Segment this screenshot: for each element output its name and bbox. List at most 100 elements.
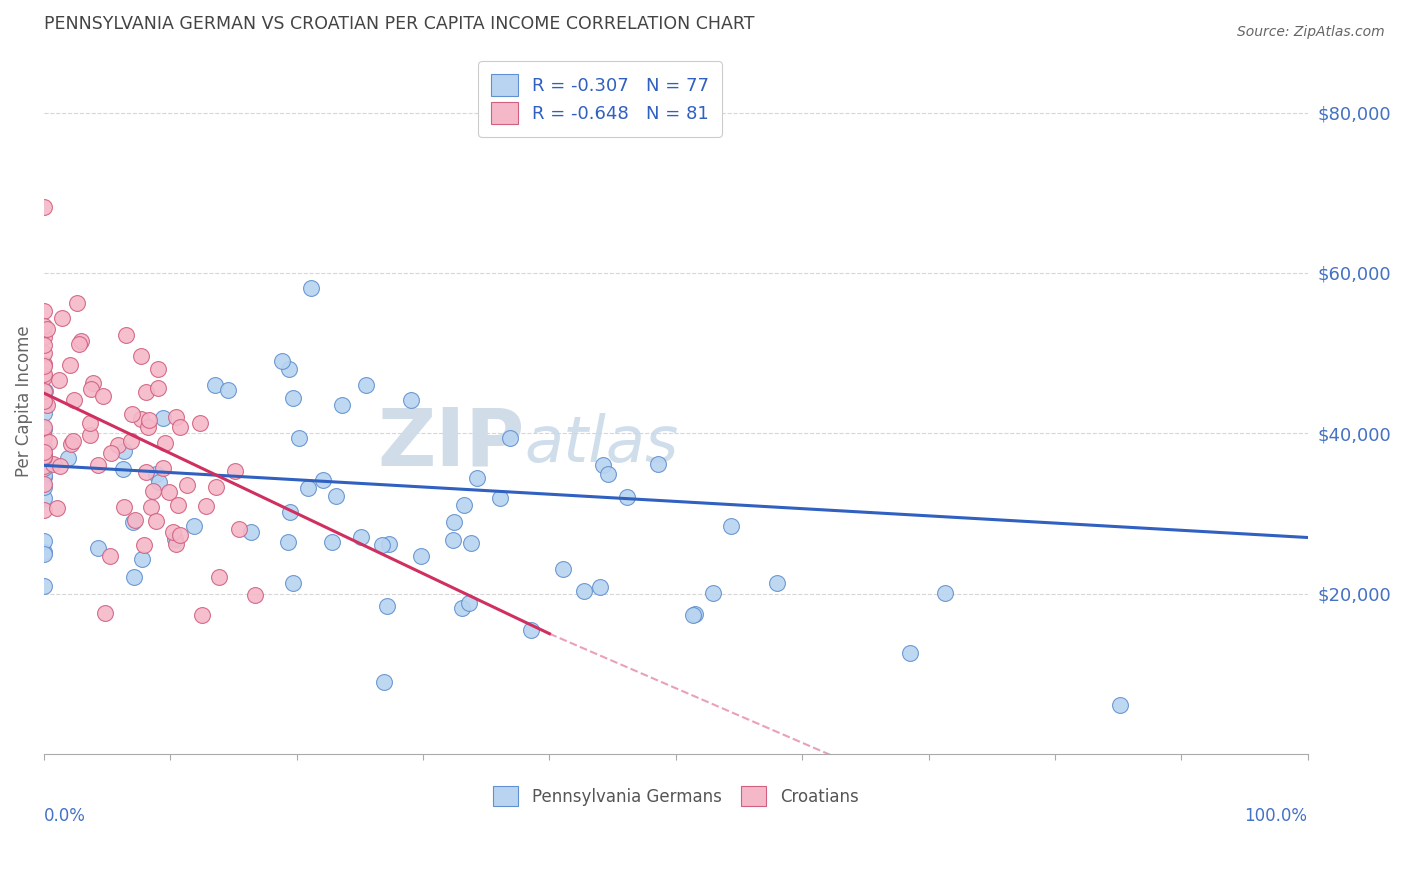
Point xyxy=(1109,698,1132,712)
Point xyxy=(32,430,55,444)
Text: atlas: atlas xyxy=(524,412,679,475)
Point xyxy=(934,585,956,599)
Point xyxy=(37,322,59,336)
Point xyxy=(460,535,482,549)
Point xyxy=(32,448,55,462)
Point xyxy=(288,431,311,445)
Point xyxy=(350,530,373,544)
Point xyxy=(32,200,55,214)
Point xyxy=(148,361,170,376)
Point xyxy=(378,537,401,551)
Point xyxy=(325,489,347,503)
Point xyxy=(32,330,55,344)
Point xyxy=(683,607,706,621)
Point xyxy=(277,362,299,376)
Point xyxy=(32,458,55,473)
Point xyxy=(32,422,55,436)
Point xyxy=(702,586,724,600)
Point xyxy=(277,535,299,549)
Point xyxy=(32,470,55,484)
Point xyxy=(32,480,55,494)
Text: Source: ZipAtlas.com: Source: ZipAtlas.com xyxy=(1237,25,1385,39)
Point xyxy=(152,460,174,475)
Point xyxy=(112,443,135,458)
Point xyxy=(165,533,187,547)
Point xyxy=(67,336,90,351)
Text: 0.0%: 0.0% xyxy=(44,807,86,825)
Point xyxy=(356,378,378,392)
Point xyxy=(136,420,159,434)
Point xyxy=(208,570,231,584)
Point xyxy=(79,416,101,430)
Point xyxy=(129,411,152,425)
Point xyxy=(553,562,575,576)
Point xyxy=(60,437,83,451)
Point xyxy=(165,409,187,424)
Point xyxy=(32,396,55,410)
Point xyxy=(138,413,160,427)
Point xyxy=(32,420,55,434)
Point xyxy=(299,280,322,294)
Point xyxy=(66,295,89,310)
Point xyxy=(112,500,135,515)
Point xyxy=(79,428,101,442)
Point xyxy=(131,551,153,566)
Point xyxy=(312,473,335,487)
Point xyxy=(148,475,170,489)
Point xyxy=(93,389,115,403)
Point xyxy=(167,498,190,512)
Point xyxy=(373,675,395,690)
Point xyxy=(48,373,70,387)
Point xyxy=(499,432,522,446)
Point xyxy=(647,458,669,472)
Point xyxy=(94,606,117,620)
Point xyxy=(32,346,55,360)
Point xyxy=(32,534,55,549)
Point xyxy=(32,458,55,473)
Point xyxy=(898,647,921,661)
Point xyxy=(145,514,167,528)
Point xyxy=(82,376,104,390)
Point xyxy=(58,358,80,372)
Text: ZIP: ZIP xyxy=(377,405,524,483)
Point xyxy=(489,491,512,505)
Point xyxy=(520,623,543,637)
Point xyxy=(32,461,55,475)
Point xyxy=(281,576,304,591)
Point xyxy=(332,398,354,412)
Point xyxy=(69,334,91,349)
Point xyxy=(399,392,422,407)
Point xyxy=(32,468,55,483)
Point xyxy=(115,328,138,343)
Point xyxy=(157,485,180,500)
Point xyxy=(217,383,239,397)
Point xyxy=(120,434,142,449)
Point xyxy=(45,500,67,515)
Point xyxy=(321,535,343,549)
Point xyxy=(204,378,226,392)
Point xyxy=(139,500,162,514)
Point xyxy=(42,457,65,471)
Point xyxy=(616,490,638,504)
Point xyxy=(457,596,479,610)
Point xyxy=(443,515,465,529)
Legend: Pennsylvania Germans, Croatians: Pennsylvania Germans, Croatians xyxy=(484,776,869,816)
Point xyxy=(111,462,134,476)
Point xyxy=(32,369,55,384)
Point xyxy=(169,527,191,541)
Point xyxy=(121,407,143,421)
Point xyxy=(281,392,304,406)
Point xyxy=(162,524,184,539)
Point xyxy=(183,518,205,533)
Point xyxy=(80,382,103,396)
Point xyxy=(38,435,60,450)
Point xyxy=(37,398,59,412)
Point xyxy=(278,505,301,519)
Point xyxy=(132,538,155,552)
Point xyxy=(153,436,176,450)
Text: PENNSYLVANIA GERMAN VS CROATIAN PER CAPITA INCOME CORRELATION CHART: PENNSYLVANIA GERMAN VS CROATIAN PER CAPI… xyxy=(44,15,755,33)
Point xyxy=(598,467,620,482)
Point xyxy=(371,538,394,552)
Y-axis label: Per Capita Income: Per Capita Income xyxy=(15,326,32,477)
Point xyxy=(169,419,191,434)
